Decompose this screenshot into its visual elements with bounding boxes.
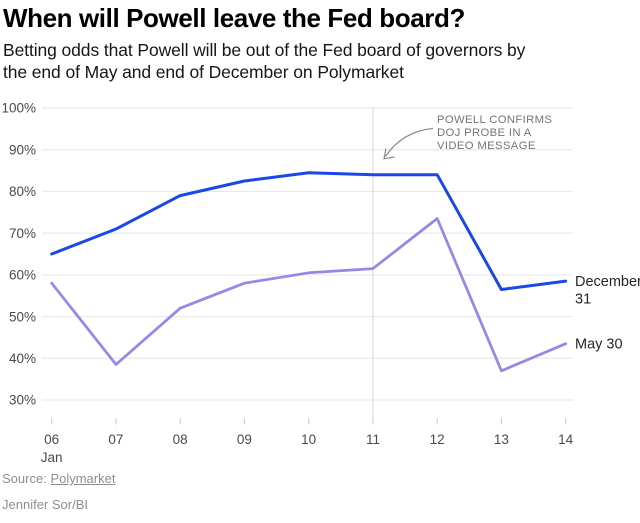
annotation-arrowhead-icon (383, 148, 395, 160)
source-label: Source: (2, 471, 47, 486)
x-axis-label: 13 (494, 432, 509, 447)
y-axis-label: 60% (9, 268, 36, 283)
source-link[interactable]: Polymarket (50, 471, 116, 486)
byline: Jennifer Sor/BI (2, 497, 88, 512)
x-axis-label: 07 (108, 432, 123, 447)
series-line-december-31 (50, 171, 568, 291)
x-axis-group: 06 07 08 09 10 11 12 13 14 Jan (41, 418, 574, 465)
series-end-label: May 30 (575, 337, 623, 353)
series-group: December 31 May 30 (50, 171, 640, 373)
x-axis-label: 12 (430, 432, 445, 447)
event-annotation-line: VIDEO MESSAGE (437, 140, 536, 152)
y-axis-label: 30% (9, 393, 36, 408)
x-axis-label: 10 (301, 432, 316, 447)
chart-subtitle-line-1: Betting odds that Powell will be out of … (3, 40, 526, 60)
gridlines-group: 100% 90% 80% 70% 60% 50% 40% 30% (1, 101, 573, 408)
y-axis-label: 70% (9, 226, 36, 241)
y-axis-label: 90% (9, 142, 36, 157)
event-annotation-line: DOJ PROBE IN A (437, 127, 532, 139)
y-axis-label: 80% (9, 184, 36, 199)
annotation-arrow-icon (384, 127, 434, 157)
series-line-may-30 (50, 217, 568, 373)
x-axis-label: 14 (558, 432, 574, 447)
series-end-label: December 31 (575, 274, 640, 308)
x-axis-label: 08 (173, 432, 188, 447)
x-axis-label: 09 (237, 432, 252, 447)
chart-title: When will Powell leave the Fed board? (3, 3, 465, 33)
x-axis-label: 06 (44, 432, 59, 447)
x-axis-month-label: Jan (41, 450, 63, 465)
chart-subtitle: Betting odds that Powell will be out of … (3, 40, 623, 83)
source-line: Source: Polymarket (2, 471, 115, 486)
y-axis-label: 50% (9, 309, 36, 324)
x-axis-label: 11 (366, 432, 380, 447)
chart-subtitle-line-2: the end of May and end of December on Po… (3, 61, 404, 82)
y-axis-label: 40% (9, 351, 36, 366)
event-annotation-line: POWELL CONFIRMS (437, 114, 552, 126)
y-axis-label: 100% (1, 101, 36, 116)
